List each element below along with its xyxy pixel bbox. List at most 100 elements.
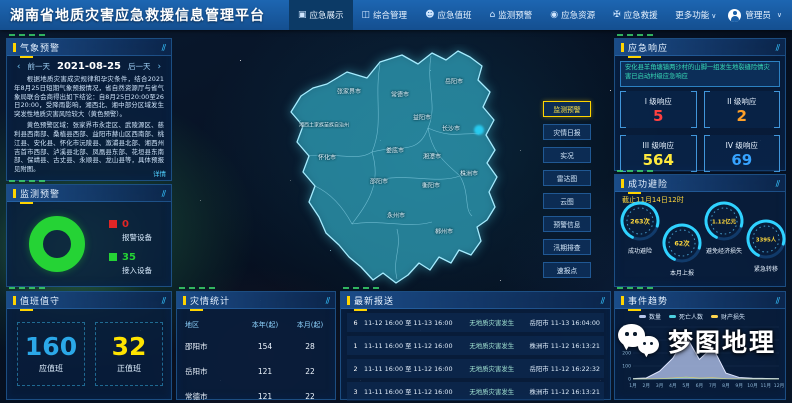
corner-deco-icon: ∕∕ (600, 295, 606, 305)
map-layer-button[interactable]: 雷达图 (543, 170, 591, 186)
disaster-stats-panel: 灾情统计 ∕∕ 地区 本年(起) 本月(起) 邵阳市 154 28 岳阳市 121 22 常德市 12… (176, 287, 336, 401)
city-label[interactable]: 株洲市 (459, 170, 479, 178)
alarm-icon: ⌂ (489, 10, 496, 20)
user-menu[interactable]: 管理员 ∨ (728, 8, 782, 22)
next-day-button[interactable]: 后一天 (127, 62, 151, 71)
panel-title: 气象预警 (13, 41, 60, 58)
city-label[interactable]: 岳阳市 (444, 78, 464, 86)
prev-day-button[interactable]: 前一天 (27, 62, 51, 71)
as-of-timestamp: 截止11月14日12时 (622, 196, 684, 204)
grid-icon: ◫ (361, 10, 371, 20)
report-row: 3 11-11 16:00 至 11-12 16:00 无地质灾害发生 株洲市 11-… (347, 382, 604, 401)
map-layer-button[interactable]: 灾情日报 (543, 124, 591, 140)
panel-title: 灾情统计 (183, 294, 230, 311)
chevron-down-icon: ∨ (711, 12, 717, 20)
display-icon: ▣ (298, 10, 307, 20)
city-label[interactable]: 郴州市 (434, 228, 454, 236)
svg-text:3395人: 3395人 (756, 236, 777, 244)
nav-item-active[interactable]: ▣ 应急展示 (289, 0, 353, 30)
detail-link[interactable]: 详情 (153, 170, 166, 178)
nav-item-tab[interactable]: ✠ 应急救援 (613, 10, 658, 21)
panel-title: 最新报送 (347, 294, 394, 311)
svg-text:1月: 1月 (629, 383, 637, 389)
duty-stat-box: 32 正值班 (95, 322, 163, 386)
user-avatar-icon (728, 8, 742, 22)
response-level-box: II 级响应 2 (703, 91, 780, 128)
map-layer-button[interactable]: 速报点 (543, 262, 591, 278)
city-label[interactable]: 张家界市 (336, 88, 362, 96)
response-notice-marquee[interactable]: 安化县羊角塘镇两沙村的山脚一组发生地裂缝险情灾害已启动村级应急响应 (620, 61, 780, 87)
avoidance-gauge: 62次 本月上报 (660, 221, 704, 277)
nav-item-tab[interactable]: ⌂ 监测预警 (489, 10, 533, 21)
corner-deco-icon: ∕∕ (325, 295, 331, 305)
hunan-map-svg (290, 50, 498, 284)
table-header-row: 地区 本年(起) 本月(起) (185, 320, 324, 329)
highlight-dot (474, 125, 484, 135)
hunan-map[interactable]: 张家界市 常德市 岳阳市湘西土家族苗族自治州 益阳市长沙市怀化市 娄底市湘潭市株洲市邵阳… (232, 44, 544, 292)
svg-text:12月: 12月 (774, 383, 784, 389)
map-layer-button[interactable]: 预警信息 (543, 216, 591, 232)
map-layer-button[interactable]: 实况 (543, 147, 591, 163)
duty-panel: 值班值守 ∕∕ 160 应值班 32 正值班 (6, 287, 172, 400)
legend-item: 35 接入设备 (109, 252, 152, 276)
wechat-icon (618, 322, 662, 360)
city-label[interactable]: 湘潭市 (422, 153, 442, 161)
svg-text:11月: 11月 (761, 383, 771, 389)
avoidance-panel: 成功避险 ∕∕ 截止11月14日12时 263次 成功避险 62次 本月上报 1.… (614, 170, 788, 287)
response-level-box: I 级响应 5 (620, 91, 697, 128)
avoidance-gauge: 3395人 紧急转移 (744, 217, 788, 273)
city-label[interactable]: 娄底市 (385, 147, 405, 155)
legend-item[interactable]: 死亡人数 (669, 312, 703, 321)
svg-text:6月: 6月 (696, 383, 704, 389)
city-label[interactable]: 长沙市 (441, 125, 461, 133)
response-level-grid: I 级响应 5 II 级响应 2 III 级响应 564 IV 级响应 69 (620, 91, 780, 172)
panel-title: 成功避险 (621, 177, 668, 194)
avoidance-gauge: 263次 成功避险 (618, 199, 662, 255)
weather-warning-text: 根据地质灾害成灾规律和孕灾条件，结合2021年8月25日短期气象预报情况，省自然… (14, 75, 164, 174)
map-layer-button[interactable]: 监测预警 (543, 101, 591, 117)
header-right: 更多功能 ∨ 管理员 ∨ (675, 8, 792, 22)
hunan-province-shape[interactable] (290, 50, 498, 284)
panel-title: 监测预警 (13, 187, 60, 204)
city-label[interactable]: 常德市 (390, 91, 410, 99)
city-label[interactable]: 怀化市 (317, 154, 337, 162)
svg-text:4月: 4月 (669, 383, 677, 389)
legend-swatch (109, 220, 117, 228)
prev-arrow-icon[interactable]: ‹ (16, 61, 21, 72)
svg-text:2月: 2月 (643, 383, 651, 389)
map-layer-button[interactable]: 云图 (543, 193, 591, 209)
app-header: 湖南省地质灾害应急救援信息管理平台 ▣ 应急展示 ◫ 综合管理 ☻ 应急值班 ⌂ 监测预警 ◉ 应… (0, 0, 792, 30)
report-row: 2 11-11 16:00 至 11-12 16:00 无地质灾害发生 岳阳市 11-… (347, 359, 604, 378)
legend-swatch (109, 253, 117, 261)
map-layer-button[interactable]: 汛期排查 (543, 239, 591, 255)
corner-deco-icon: ∕∕ (161, 295, 167, 305)
nav-item-tab[interactable]: ◉ 应急资源 (550, 10, 596, 21)
city-label[interactable]: 永州市 (386, 212, 406, 220)
panel-title: 值班值守 (13, 294, 60, 311)
svg-text:3月: 3月 (656, 383, 664, 389)
corner-deco-icon: ∕∕ (775, 295, 781, 305)
more-functions-button[interactable]: 更多功能 ∨ (675, 11, 717, 21)
svg-text:100: 100 (622, 364, 631, 370)
map-layer-buttons: 监测预警灾情日报实况雷达图云图预警信息汛期排查速报点 (543, 101, 591, 278)
city-label[interactable]: 湘西土家族苗族自治州 (298, 122, 350, 129)
date-navigator: ‹ 前一天 2021-08-25 后一天 › (7, 61, 171, 72)
city-label[interactable]: 邵阳市 (369, 178, 389, 186)
svg-text:10月: 10月 (747, 383, 757, 389)
corner-deco-icon: ∕∕ (775, 178, 781, 188)
nav-item-tab[interactable]: ◫ 综合管理 (361, 10, 408, 21)
next-arrow-icon[interactable]: › (157, 61, 162, 72)
svg-text:263次: 263次 (630, 217, 650, 226)
city-label[interactable]: 益阳市 (412, 114, 432, 122)
report-row: 1 11-11 16:00 至 11-12 16:00 无地质灾害发生 株洲市 11-… (347, 336, 604, 355)
corner-deco-icon: ∕∕ (161, 42, 167, 52)
watermark-text: 梦图地理 (668, 328, 777, 357)
nav-item-tab[interactable]: ☻ 应急值班 (425, 10, 472, 21)
city-label[interactable]: 衡阳市 (421, 182, 441, 190)
legend-item[interactable]: 数量 (639, 312, 661, 321)
legend-item[interactable]: 财产损失 (711, 312, 745, 321)
duty-stat-box: 160 应值班 (17, 322, 85, 386)
donut-legend: 0 报警设备 35 接入设备 (109, 219, 152, 276)
monitor-warning-panel: 监测预警 ∕∕ 0 报警设备 35 接入设备 (6, 180, 172, 287)
